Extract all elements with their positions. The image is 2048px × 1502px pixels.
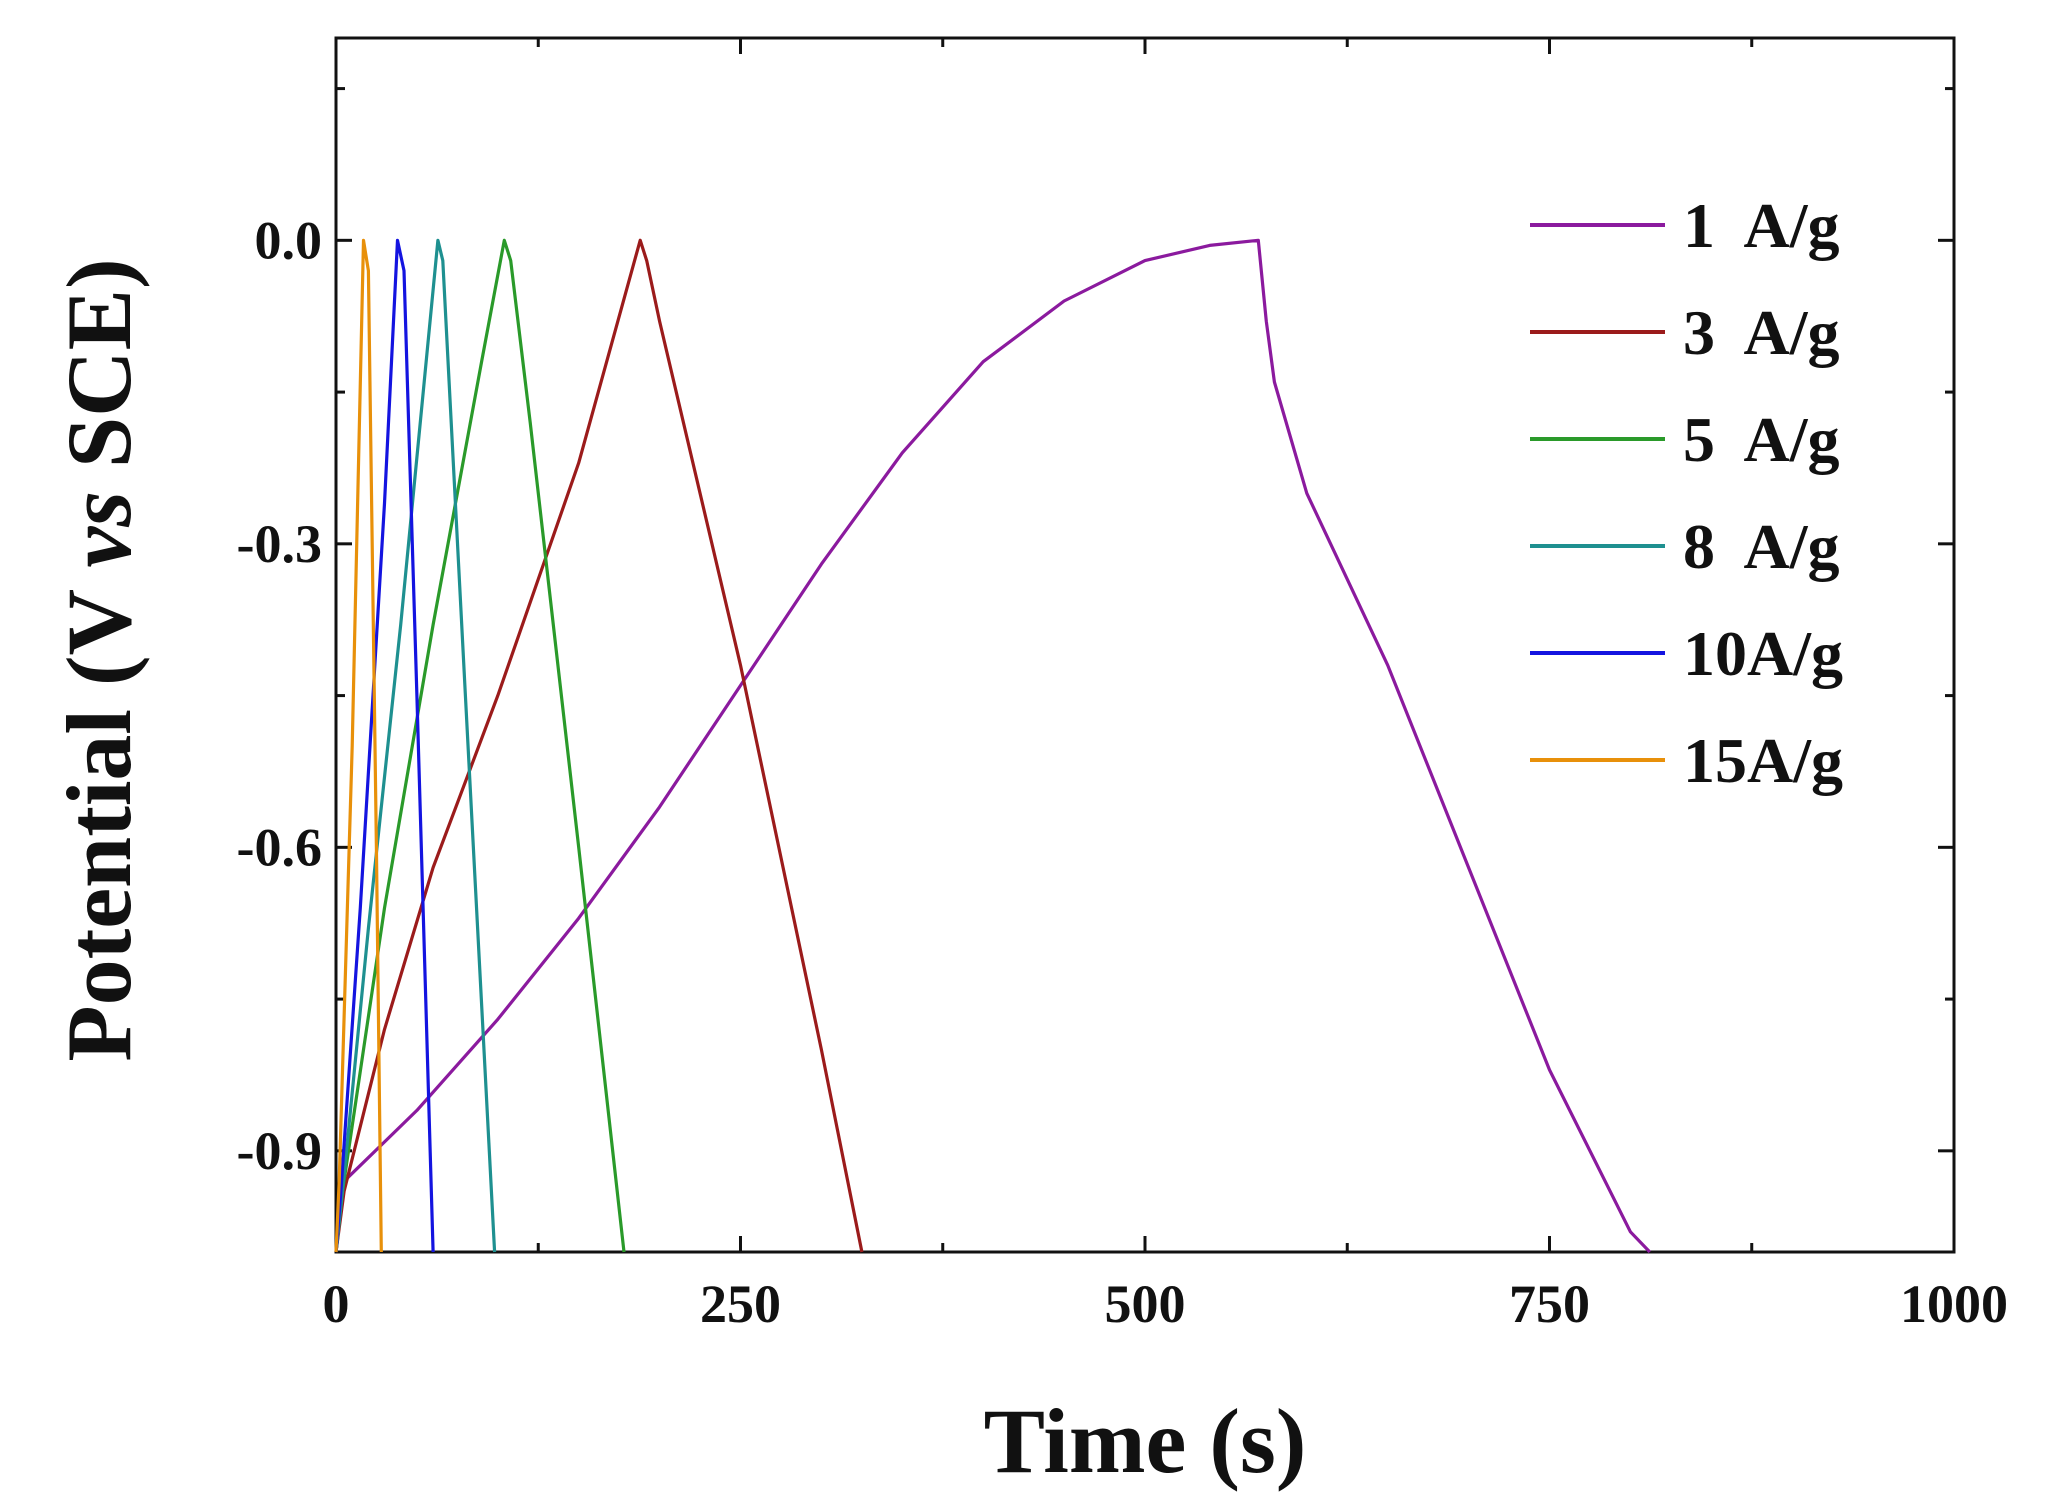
- tick-labels: 0 250 500 750 1000 -0.9 -0.6 -0.3 0.0: [237, 210, 2008, 1334]
- y-axis-title-part2: SCE): [48, 258, 150, 491]
- legend-label-0: 1 A/g: [1683, 190, 1839, 261]
- series-line-2: [334, 238, 626, 1253]
- series-line-4: [334, 238, 435, 1253]
- y-axis-title-part1: Potential (V: [48, 568, 150, 1062]
- y-tick-label: -0.9: [237, 1121, 322, 1181]
- x-tick-label: 250: [700, 1274, 781, 1334]
- legend: 1 A/g 3 A/g 5 A/g 8 A/g 10A/g 15A/g: [1530, 190, 1843, 796]
- axis-ticks: [334, 38, 1956, 1252]
- legend-label-2: 5 A/g: [1683, 404, 1839, 475]
- x-tick-label: 750: [1509, 1274, 1590, 1334]
- y-tick-label: -0.6: [237, 817, 322, 877]
- y-tick-label: 0.0: [255, 210, 323, 270]
- series-line-0: [334, 238, 1651, 1254]
- legend-label-1: 3 A/g: [1683, 297, 1839, 368]
- x-axis-title: Time (s): [984, 1390, 1307, 1492]
- legend-label-5: 15A/g: [1683, 725, 1843, 796]
- legend-label-3: 8 A/g: [1683, 511, 1839, 582]
- x-tick-label: 500: [1105, 1274, 1186, 1334]
- legend-label-4: 10A/g: [1683, 618, 1843, 689]
- y-axis-title: Potential (V vs SCE): [48, 258, 150, 1061]
- x-tick-label: 0: [323, 1274, 350, 1334]
- series-lines: [334, 238, 1651, 1254]
- x-tick-label: 1000: [1900, 1274, 2008, 1334]
- series-line-5: [334, 238, 383, 1253]
- series-line-3: [334, 238, 497, 1253]
- series-line-1: [334, 238, 864, 1253]
- y-axis-title-vs: vs: [48, 491, 150, 568]
- y-tick-label: -0.3: [237, 514, 322, 574]
